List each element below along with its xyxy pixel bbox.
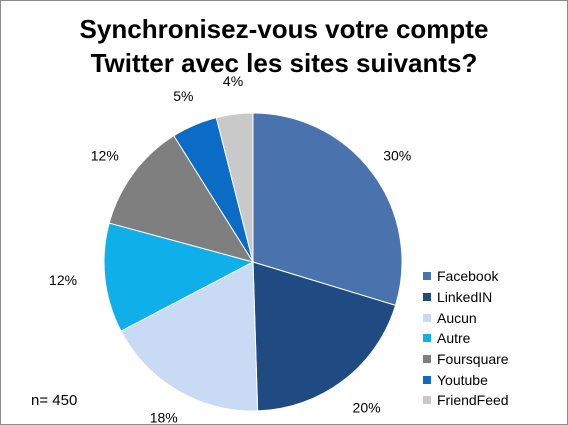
pie-slice-foursquare <box>108 135 255 263</box>
legend-label: Foursquare <box>437 351 509 368</box>
pie-label-friendfeed: 4% <box>223 73 243 89</box>
legend-item-facebook: Facebook <box>423 266 509 287</box>
legend-label: LinkedIN <box>437 289 493 306</box>
legend-item-aucun: Aucun <box>423 307 509 328</box>
legend-item-youtube: Youtube <box>423 369 509 390</box>
legend-swatch <box>423 293 431 302</box>
legend-swatch <box>423 375 431 384</box>
pie-label-facebook: 30% <box>383 147 411 163</box>
legend-label: Aucun <box>437 309 477 326</box>
legend-item-linkedin: LinkedIN <box>423 287 509 308</box>
legend-swatch <box>423 355 431 364</box>
legend-label: Facebook <box>437 268 499 285</box>
legend-item-foursquare: Foursquare <box>423 349 509 370</box>
pie-label-youtube: 5% <box>173 88 193 104</box>
chart-title-line-1: Synchronisez-vous votre compte <box>79 14 489 44</box>
chart-legend: Facebook LinkedIN Aucun Autre Foursquare Yout… <box>423 266 509 411</box>
pie-slice-linkedin <box>252 261 397 412</box>
legend-swatch <box>423 272 431 281</box>
pie-label-autre: 12% <box>49 272 77 288</box>
legend-label: FriendFeed <box>437 392 509 409</box>
legend-label: Youtube <box>437 371 488 388</box>
pie-label-aucun: 18% <box>150 410 178 425</box>
legend-item-autre: Autre <box>423 328 509 349</box>
sample-size-note: n= 450 <box>31 392 78 409</box>
pie-slice-facebook <box>252 112 403 307</box>
legend-label: Autre <box>437 330 471 347</box>
legend-item-friendfeed: FriendFeed <box>423 390 509 411</box>
pie-slice-aucun <box>120 261 259 412</box>
chart-title-line-2: Twitter avec les sites suivants? <box>90 48 478 78</box>
pie-slice-autre <box>103 222 255 332</box>
pie-slice-friendfeed <box>215 112 254 263</box>
chart-title: Synchronisez-vous votre compte Twitter a… <box>0 12 568 80</box>
legend-swatch <box>423 396 431 405</box>
pie-label-foursquare: 12% <box>91 147 119 163</box>
pie-label-linkedin: 20% <box>353 399 381 415</box>
legend-swatch <box>423 334 431 343</box>
legend-swatch <box>423 313 431 322</box>
